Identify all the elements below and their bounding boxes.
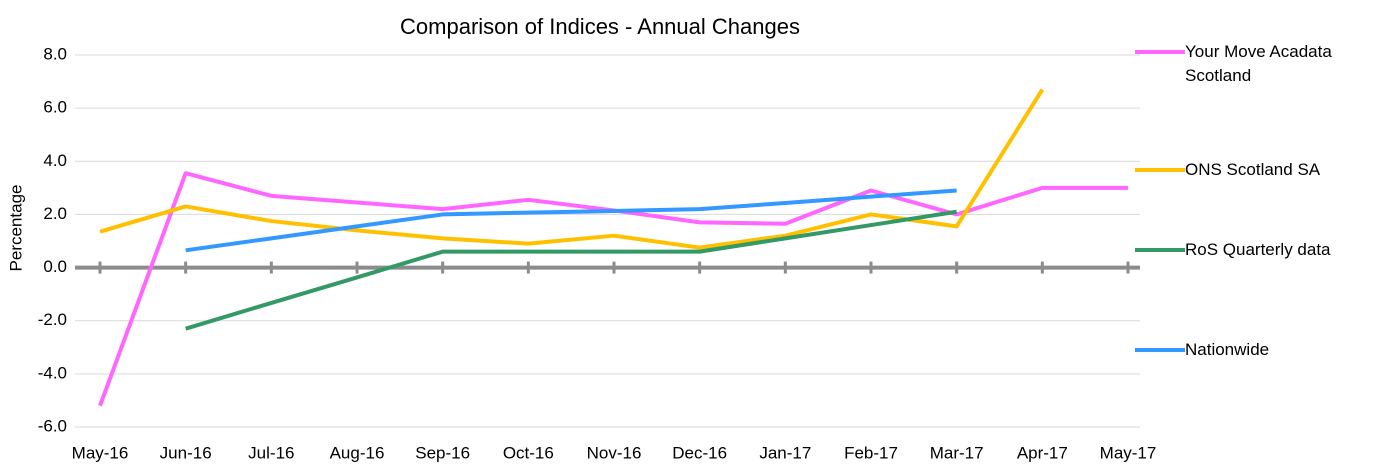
x-tick-label: Oct-16 (503, 443, 554, 462)
y-tick-label: -6.0 (38, 416, 67, 435)
y-axis-label: Percentage (6, 185, 25, 272)
x-tick-label: Mar-17 (930, 443, 984, 462)
x-tick-label: May-16 (72, 443, 129, 462)
legend-swatch (1135, 168, 1185, 172)
chart-title: Comparison of Indices - Annual Changes (400, 14, 800, 39)
legend-label: ONS Scotland SA (1185, 160, 1321, 179)
legend-swatch (1135, 348, 1185, 352)
x-tick-label: Jan-17 (759, 443, 811, 462)
y-tick-label: 2.0 (43, 204, 67, 223)
y-tick-label: -2.0 (38, 310, 67, 329)
x-tick-label: Jun-16 (160, 443, 212, 462)
series-line (185, 188, 957, 253)
series-line (99, 88, 1045, 250)
y-tick-label: 8.0 (43, 44, 67, 63)
legend-label: Nationwide (1185, 340, 1270, 359)
x-tick-label: Sep-16 (415, 443, 470, 462)
y-tick-label: -4.0 (38, 363, 67, 382)
x-tick-label: Nov-16 (587, 443, 642, 462)
x-tick-label: Dec-16 (672, 443, 727, 462)
y-tick-label: 4.0 (43, 151, 67, 170)
y-tick-label: 6.0 (43, 98, 67, 117)
legend-label: Your Move Acadata Scotland (1185, 42, 1332, 85)
legend-swatch (1135, 248, 1185, 252)
series-line (185, 209, 957, 331)
series-line (98, 171, 1128, 407)
x-tick-label: May-17 (1100, 443, 1157, 462)
legend-swatch (1135, 50, 1185, 54)
legend-label: RoS Quarterly data (1185, 240, 1331, 259)
x-tick-label: Aug-16 (330, 443, 385, 462)
x-tick-label: Apr-17 (1017, 443, 1068, 462)
x-tick-label: Feb-17 (844, 443, 898, 462)
y-tick-label: 0.0 (43, 257, 67, 276)
x-tick-label: Jul-16 (248, 443, 294, 462)
